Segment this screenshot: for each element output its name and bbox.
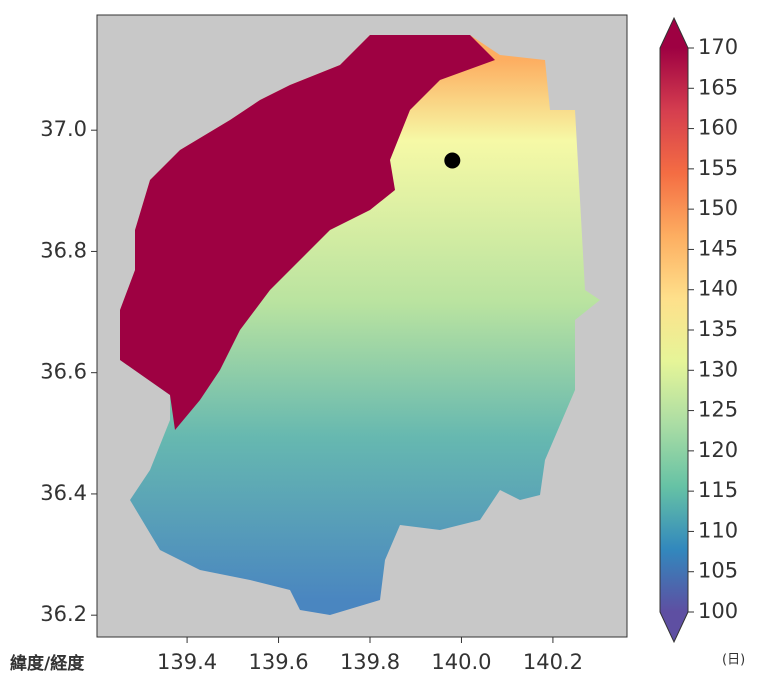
y-tick-label: 36.6 [40,360,87,384]
colorbar-tick-label: 160 [698,116,738,140]
x-tick-label: 139.8 [340,650,400,674]
x-tick-label: 140.0 [431,650,491,674]
colorbar-tick-label: 145 [698,236,738,260]
colorbar-extend-top [660,18,688,48]
colorbar-extend-bottom [660,612,688,642]
colorbar-tick-label: 135 [698,317,738,341]
colorbar-tick-label: 155 [698,156,738,180]
location-marker [444,152,461,169]
colorbar-tick-label: 165 [698,75,738,99]
x-tick-label: 139.4 [157,650,217,674]
y-tick-label: 36.4 [40,481,87,505]
y-tick-label: 36.2 [40,602,87,626]
high-value-area [120,35,495,430]
y-tick-label: 37.0 [40,117,87,141]
colorbar-tick-label: 125 [698,398,738,422]
x-tick-label: 139.6 [248,650,308,674]
x-tick-label: 140.2 [523,650,583,674]
y-tick-label: 36.8 [40,238,87,262]
colorbar-label: (日) [722,653,745,668]
colorbar [660,48,688,612]
colorbar-tick-label: 115 [698,478,738,502]
colorbar-tick-label: 100 [698,599,738,623]
colorbar-tick-label: 140 [698,277,738,301]
colorbar-tick-label: 105 [698,559,738,583]
colorbar-tick-label: 120 [698,438,738,462]
corner-label: 緯度/経度 [10,653,85,674]
colorbar-tick-label: 130 [698,357,738,381]
colorbar-tick-label: 150 [698,196,738,220]
colorbar-tick-label: 110 [698,518,738,542]
colorbar-tick-label: 170 [698,35,738,59]
